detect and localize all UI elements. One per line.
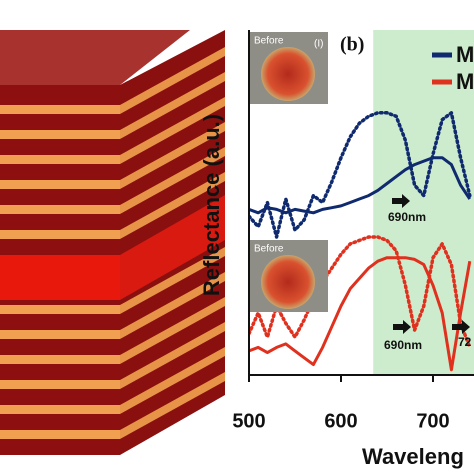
layer-stripe [0, 205, 120, 214]
layer-stripe-side [120, 147, 225, 214]
layer-stripe [0, 180, 120, 189]
layer-stripe-side [120, 322, 225, 389]
plot-area: 500 600 700 Waveleng Reflectance (a.u.) MM (b)… [199, 30, 474, 469]
layer-stripe-side [120, 272, 225, 339]
arrow [452, 320, 470, 334]
layer-stripe-side [120, 47, 225, 114]
layer-stripe-side [120, 72, 225, 139]
layer-stripe [0, 155, 120, 164]
sample-disc [261, 255, 315, 309]
layer-stripe [0, 405, 120, 414]
inset-label: Before [254, 36, 284, 47]
plot-clip [249, 30, 474, 375]
layer-stripe [0, 430, 120, 439]
highlight-band [373, 30, 474, 375]
legend-label: M [456, 42, 474, 67]
inset-label: (I) [314, 39, 323, 50]
layer-stripe [0, 355, 120, 364]
layer-stripe [0, 130, 120, 139]
layer-stripe-side [120, 297, 225, 364]
y-axis-title: Reflectance (a.u.) [199, 114, 224, 296]
arrow [393, 320, 411, 334]
panel-label: (b) [340, 34, 364, 56]
x-tick-label: 500 [232, 410, 265, 432]
block-top [0, 30, 190, 85]
bright-layer-side [120, 195, 225, 300]
sample-disc [261, 47, 315, 101]
line [249, 256, 472, 372]
layer-stripe-side [120, 122, 225, 189]
layer-stripe-side [120, 247, 225, 314]
layer-stripe-side [120, 172, 225, 239]
annotation: 72 [458, 335, 472, 349]
dotted-line [249, 111, 472, 239]
dotted-line [249, 235, 472, 350]
layer-stripe [0, 230, 120, 239]
layer-stripe [0, 105, 120, 114]
annotation: 690nm [384, 338, 422, 352]
annotation: 690nm [388, 210, 426, 224]
multilayer-block [0, 30, 225, 455]
layer-stripe-side [120, 372, 225, 439]
x-axis-title: Waveleng [362, 444, 464, 469]
arrow [392, 194, 410, 208]
legend-label: M [456, 69, 474, 94]
layer-stripe-side [120, 97, 225, 164]
layer-stripe [0, 330, 120, 339]
inset-label: Before [254, 244, 284, 255]
x-tick-label: 600 [324, 410, 357, 432]
layer-stripe [0, 305, 120, 314]
bright-layer [0, 255, 120, 300]
layer-stripe-side [120, 347, 225, 414]
x-tick-label: 700 [416, 410, 449, 432]
layer-stripe [0, 380, 120, 389]
